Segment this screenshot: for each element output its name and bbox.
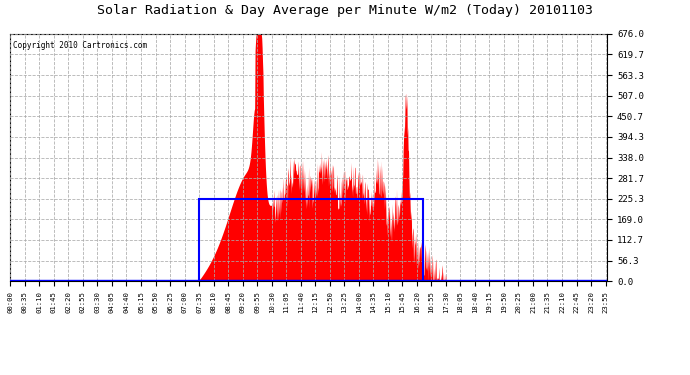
Text: Solar Radiation & Day Average per Minute W/m2 (Today) 20101103: Solar Radiation & Day Average per Minute…	[97, 4, 593, 17]
Bar	[199, 199, 423, 281]
Text: Copyright 2010 Cartronics.com: Copyright 2010 Cartronics.com	[13, 41, 148, 50]
